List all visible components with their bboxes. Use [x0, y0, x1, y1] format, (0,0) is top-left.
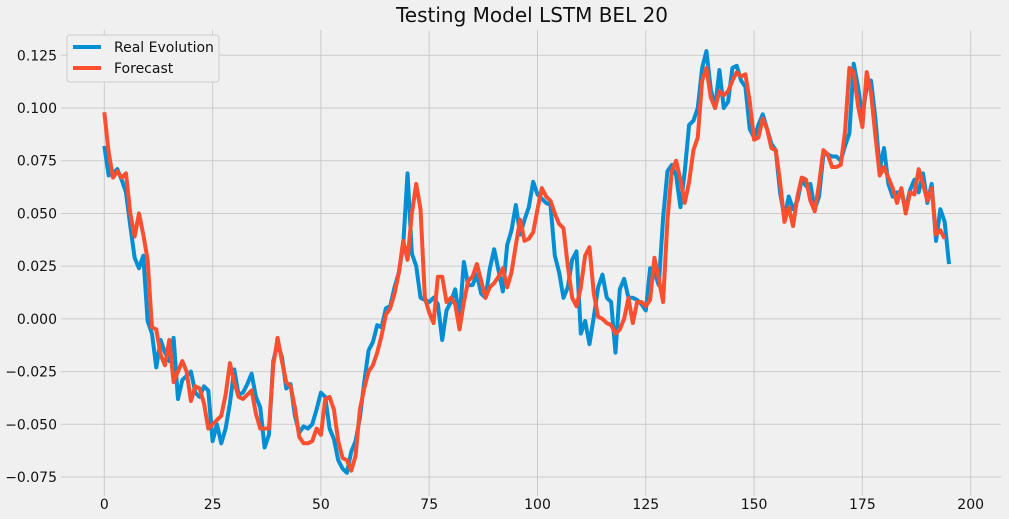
y-tick-label: 0.025: [17, 259, 57, 275]
x-tick-label: 200: [957, 497, 984, 513]
x-tick-label: 25: [204, 497, 222, 513]
y-tick-label: −0.025: [5, 365, 57, 381]
y-tick-label: −0.075: [5, 470, 57, 486]
x-tick-label: 50: [312, 497, 330, 513]
legend: Real Evolution Forecast: [66, 34, 220, 83]
chart-title: Testing Model LSTM BEL 20: [395, 3, 668, 27]
y-tick-label: 0.050: [17, 206, 57, 222]
x-tick-label: 175: [849, 497, 876, 513]
legend-label: Real Evolution: [114, 40, 214, 56]
x-tick-label: 100: [524, 497, 551, 513]
y-tick-label: 0.000: [17, 312, 57, 328]
y-axis-ticks: −0.075 −0.050 −0.025 0.000 0.025 0.050 0.075 0.…: [5, 48, 57, 486]
x-tick-label: 125: [632, 497, 659, 513]
x-tick-label: 150: [741, 497, 768, 513]
y-tick-label: 0.125: [17, 48, 57, 64]
y-tick-label: −0.050: [5, 417, 57, 433]
y-tick-label: 0.100: [17, 101, 57, 117]
y-tick-label: 0.075: [17, 154, 57, 170]
x-axis-ticks: 0 25 50 75 100 125 150 175 200: [100, 497, 984, 513]
series-line-forecast: [102, 65, 947, 473]
legend-label: Forecast: [114, 61, 174, 77]
x-tick-label: 75: [420, 497, 438, 513]
legend-box: [66, 34, 220, 83]
x-tick-label: 0: [100, 497, 109, 513]
series-lines: [102, 49, 952, 475]
